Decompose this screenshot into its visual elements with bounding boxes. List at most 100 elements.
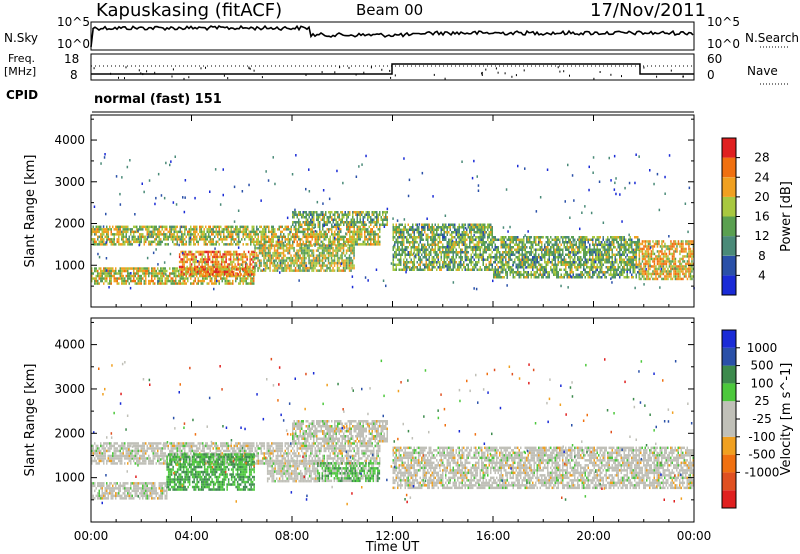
data-cell [296,249,298,252]
data-cell [488,256,490,259]
data-cell [176,225,178,229]
data-cell [337,240,339,244]
data-cell [620,248,622,251]
nave-dot [370,66,372,69]
data-cell [428,251,430,254]
data-cell [214,282,216,285]
data-cell [183,258,185,261]
data-cell [359,211,361,214]
data-cell [548,238,550,241]
data-cell [598,251,600,254]
data-cell [205,273,208,276]
data-cell [151,269,153,273]
data-cell [192,270,194,274]
data-cell [312,251,315,255]
data-cell [377,213,379,216]
data-cell [337,223,339,226]
data-cell [323,264,325,267]
data-cell [320,244,322,247]
data-cell [604,276,606,279]
data-cell [416,268,418,271]
data-cell [100,267,102,270]
data-cell [440,258,442,261]
data-cell [176,269,178,273]
data-cell [581,248,583,251]
data-cell [298,235,300,239]
data-cell [226,250,229,254]
data-cell [104,235,106,239]
data-cell [596,258,598,261]
data-cell [334,223,336,226]
data-cell [113,274,115,278]
data-cell [508,243,510,246]
data-cell [202,274,204,278]
data-cell [620,246,622,249]
data-cell [409,253,411,256]
data-cell [500,243,502,246]
data-cell [124,267,126,270]
data-cell [598,248,600,251]
data-cell [467,263,469,266]
data-cell [449,246,451,249]
data-cell [335,251,337,255]
data-cell [491,266,493,269]
data-cell [329,254,331,257]
data-cell [395,263,397,266]
data-cell [276,261,279,265]
data-cell [203,243,205,246]
data-cell [349,211,351,214]
data-cell [311,266,313,270]
data-cell [574,238,576,241]
data-cell [398,241,400,244]
data-cell [412,243,414,246]
data-cell [91,272,93,275]
data-cell [109,279,111,283]
data-cell [180,265,182,269]
data-cell [419,263,421,266]
data-cell [180,260,182,264]
data-cell [199,228,201,231]
data-cell [602,273,604,276]
data-cell [523,256,525,259]
data-cell [452,253,454,256]
data-cell [317,249,319,252]
data-cell [581,243,583,246]
freq-unit-label: [MHz] [4,65,37,78]
data-cell [521,243,523,246]
data-cell [182,235,184,239]
data-cell [406,246,408,249]
data-cell [287,251,289,255]
data-cell [288,259,291,262]
data-cell [608,258,610,261]
data-cell [238,235,240,239]
data-cell [183,265,185,269]
data-cell [335,254,337,257]
data-cell [187,258,190,261]
data-cell [433,236,435,239]
data-cell [508,246,510,249]
data-cell [392,263,394,266]
data-cell [260,259,262,262]
data-cell [418,263,420,266]
data-cell [437,236,439,239]
data-cell [476,246,478,249]
data-cell [242,279,244,283]
data-cell [530,241,532,244]
data-cell [631,248,633,251]
data-cell [463,228,465,231]
data-cell [255,264,258,267]
data-cell [292,243,294,246]
data-cell [140,274,142,278]
data-cell [232,253,235,256]
data-cell [445,253,447,256]
data-cell [401,243,403,246]
data-cell [100,243,102,246]
data-cell [448,253,450,256]
data-cell [442,238,444,241]
data-cell [431,226,433,229]
data-cell [336,246,339,250]
data-cell [341,235,343,239]
data-cell [467,268,469,271]
data-cell [625,261,627,264]
data-cell [193,235,195,239]
